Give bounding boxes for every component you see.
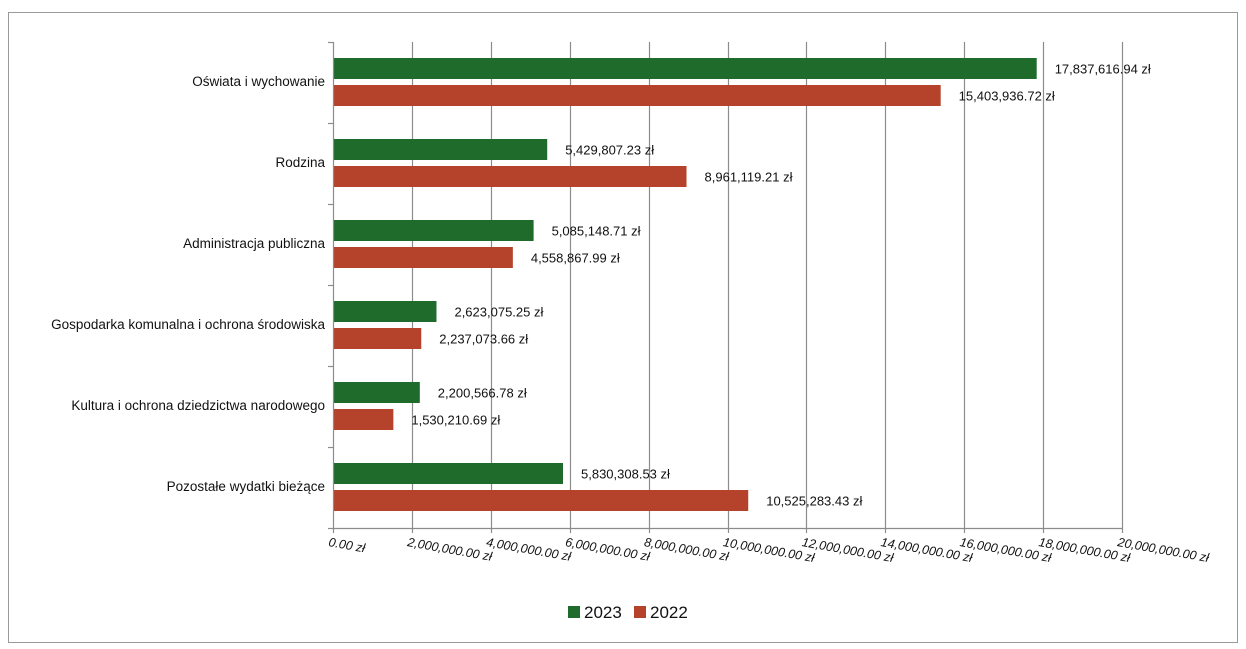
- legend-swatch-2022: [634, 606, 646, 618]
- bar-2023: [334, 139, 548, 160]
- bar-2023: [334, 220, 534, 241]
- data-label-2022: 4,558,867.99 zł: [531, 251, 620, 266]
- bar-2023: [334, 382, 420, 403]
- bar-2022: [334, 247, 513, 268]
- category-label: Administracja publiczna: [183, 236, 325, 251]
- bar-2022: [334, 166, 687, 187]
- bar-2023: [334, 301, 437, 322]
- bars: [334, 58, 1037, 511]
- data-label-2023: 5,429,807.23 zł: [565, 143, 654, 158]
- category-label: Rodzina: [275, 155, 325, 170]
- legend-label-2023: 2023: [584, 603, 622, 622]
- data-label-2023: 2,623,075.25 zł: [454, 305, 543, 320]
- data-label-2023: 5,085,148.71 zł: [552, 224, 641, 239]
- bar-2022: [334, 409, 394, 430]
- legend-label-2022: 2022: [650, 603, 688, 622]
- legend-swatch-2023: [568, 606, 580, 618]
- category-label: Pozostałe wydatki bieżące: [167, 479, 325, 494]
- data-label-2022: 8,961,119.21 zł: [705, 170, 793, 185]
- data-label-2023: 5,830,308.53 zł: [581, 467, 670, 482]
- bar-2023: [334, 463, 564, 484]
- legend: 2023 2022: [568, 603, 688, 622]
- data-label-2022: 10,525,283.43 zł: [766, 494, 862, 509]
- data-label-2023: 17,837,616.94 zł: [1055, 62, 1151, 77]
- data-label-2022: 2,237,073.66 zł: [439, 332, 528, 347]
- bar-2022: [334, 328, 422, 349]
- chart-border: [8, 12, 1238, 643]
- data-label-2023: 2,200,566.78 zł: [438, 386, 527, 401]
- category-labels: Oświata i wychowanie Rodzina Administracja…: [51, 74, 325, 494]
- bar-2022: [334, 85, 941, 106]
- gridlines: [411, 42, 1124, 528]
- category-label: Gospodarka komunalna i ochrona środowisk…: [51, 317, 325, 332]
- data-label-2022: 15,403,936.72 zł: [959, 89, 1055, 104]
- axes: [328, 41, 1124, 533]
- category-label: Kultura i ochrona dziedzictwa narodowego: [71, 398, 325, 413]
- bar-2022: [334, 490, 749, 511]
- data-label-2022: 1,530,210.69 zł: [411, 413, 500, 428]
- category-label: Oświata i wychowanie: [192, 74, 325, 89]
- bar-2023: [334, 58, 1037, 79]
- x-tick-label: 0.00 zł: [327, 535, 367, 555]
